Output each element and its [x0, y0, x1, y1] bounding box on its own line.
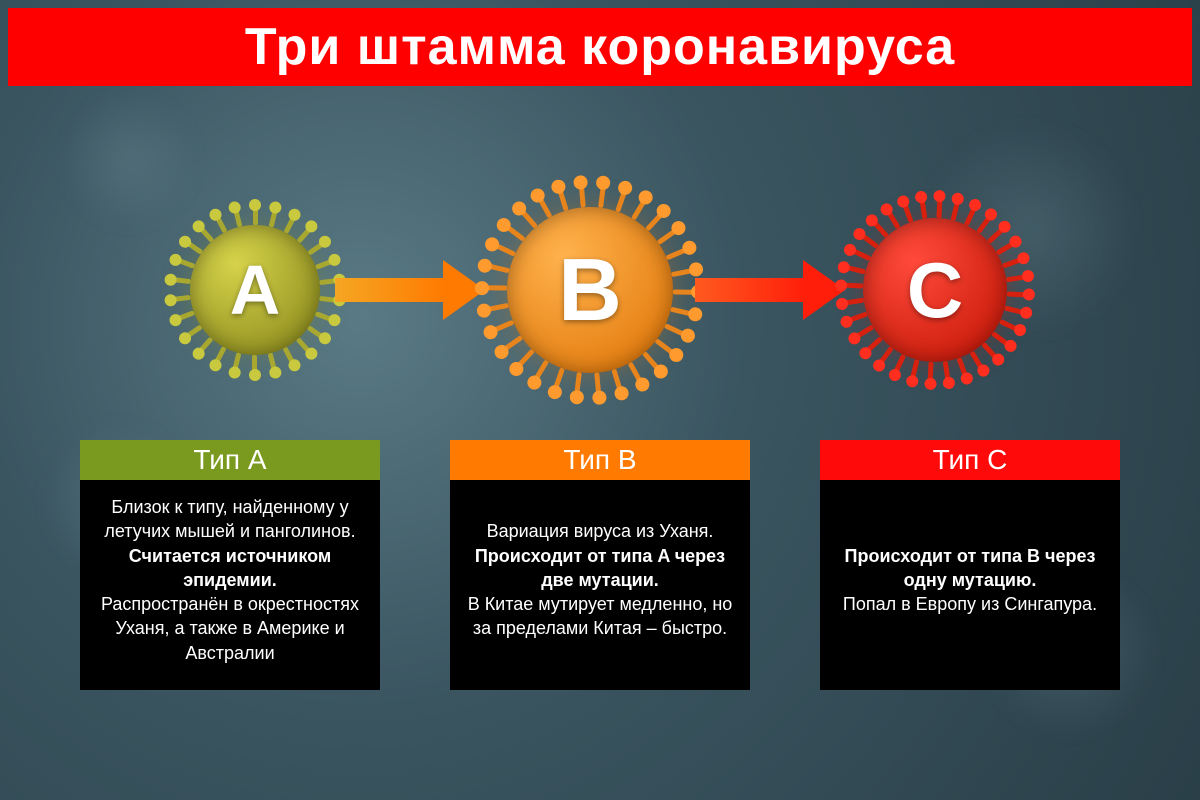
- virus-b: B: [475, 175, 705, 405]
- arrow-a-to-b: [335, 260, 485, 320]
- card-type-c: Тип C Происходит от типа B через одну му…: [820, 440, 1120, 690]
- cards-row: Тип A Близок к типу, найденному у летучи…: [0, 440, 1200, 690]
- card-text-segment: Распространён в окрестностях Уханя, а та…: [90, 592, 370, 665]
- virus-c-letter: C: [907, 245, 963, 336]
- card-text-segment: Считается источником эпидемии.: [90, 544, 370, 593]
- virus-b-letter: B: [558, 239, 622, 341]
- card-header-label: Тип C: [933, 444, 1008, 476]
- card-type-a: Тип A Близок к типу, найденному у летучи…: [80, 440, 380, 690]
- page-title: Три штамма коронавируса: [245, 17, 955, 77]
- card-header-label: Тип B: [563, 444, 636, 476]
- card-text-segment: Вариация вируса из Уханя.: [460, 519, 740, 543]
- card-header: Тип A: [80, 440, 380, 480]
- card-body: Происходит от типа B через одну мутацию.…: [820, 480, 1120, 690]
- card-body: Вариация вируса из Уханя.Происходит от т…: [450, 480, 750, 690]
- virus-c: C: [835, 190, 1035, 390]
- card-body: Близок к типу, найденному у летучих мыше…: [80, 480, 380, 690]
- arrow-b-to-c: [695, 260, 845, 320]
- arrow-shaft: [695, 278, 805, 302]
- virus-a-letter: A: [230, 250, 281, 330]
- card-header: Тип B: [450, 440, 750, 480]
- title-bar: Три штамма коронавируса: [8, 8, 1192, 86]
- card-text-segment: Попал в Европу из Сингапура.: [830, 592, 1110, 616]
- card-text-segment: Происходит от типа A через две мутации.: [460, 544, 740, 593]
- card-type-b: Тип B Вариация вируса из Уханя.Происходи…: [450, 440, 750, 690]
- card-header: Тип C: [820, 440, 1120, 480]
- virus-a: A: [165, 200, 345, 380]
- arrow-shaft: [335, 278, 445, 302]
- card-text-segment: В Китае мутирует медленно, но за предела…: [460, 592, 740, 641]
- virus-row: A B C: [0, 150, 1200, 430]
- card-header-label: Тип A: [193, 444, 266, 476]
- card-text-segment: Происходит от типа B через одну мутацию.: [830, 544, 1110, 593]
- card-text-segment: Близок к типу, найденному у летучих мыше…: [90, 495, 370, 544]
